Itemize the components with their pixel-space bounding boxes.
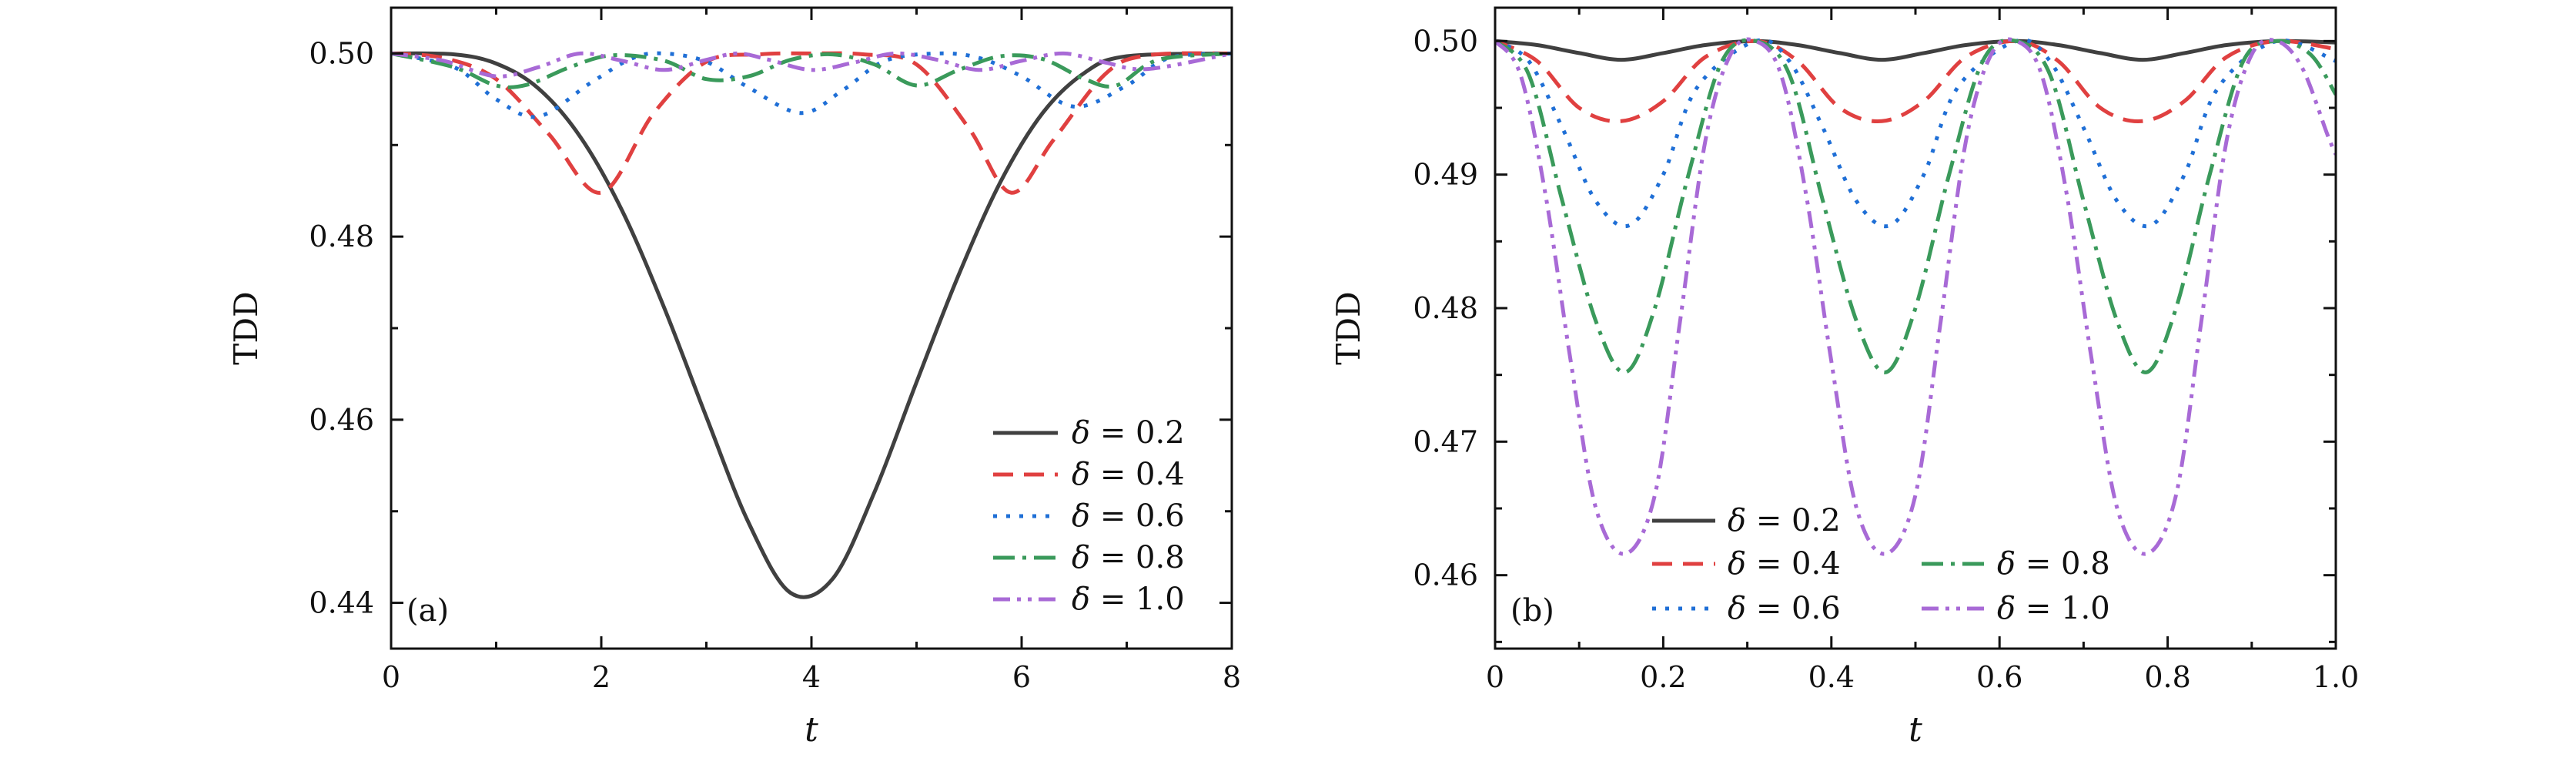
panel-a-legend-item-0: δ = 0.2: [993, 415, 1185, 451]
panel-b-x-tick-label: 0: [1486, 660, 1504, 694]
panel-a: 0 2 4 6 8 0.44 0.46 0.48 0.50 TDD t (a) δ = 0.2 …: [227, 6, 1241, 750]
panel-b-series-line-0: [1495, 39, 2336, 62]
panel-a-legend-label-2: δ = 0.6: [1072, 498, 1185, 534]
panel-b-series-line-4: [1495, 37, 2336, 556]
panel-b-y-axis-label: TDD: [1330, 291, 1367, 364]
panel-a-series-line-1: [391, 51, 1232, 195]
panel-b-legend: δ = 0.2 δ = 0.4 δ = 0.6 δ = 0.8 δ = 1.0: [1652, 503, 2110, 626]
panel-a-legend-item-3: δ = 0.8: [993, 540, 1185, 575]
panel-b-legend-item-1: δ = 0.4: [1652, 546, 1841, 582]
panel-a-legend-label-0: δ = 0.2: [1072, 415, 1185, 451]
panel-a-x-tick-label: 2: [592, 660, 611, 694]
panel-b-legend-item-0: δ = 0.2: [1652, 503, 1841, 538]
panel-a-tick-labels: 0 2 4 6 8 0.44 0.46 0.48 0.50: [309, 36, 1241, 694]
panel-a-series: [391, 51, 1232, 599]
panel-b: 0 0.2 0.4 0.6 0.8 1.0 0.46 0.47 0.48 0.49 0.50 TDD…: [1330, 6, 2359, 750]
panel-b-legend-label-3: δ = 0.8: [1997, 546, 2110, 582]
panel-a-label: (a): [406, 593, 449, 629]
panel-b-series: [1495, 37, 2336, 556]
panel-a-x-tick-label: 4: [802, 660, 821, 694]
panel-a-y-tick-label: 0.50: [309, 36, 374, 70]
panel-a-legend-label-3: δ = 0.8: [1072, 540, 1185, 575]
panel-a-y-tick-label: 0.44: [309, 586, 374, 620]
panel-b-y-tick-label: 0.50: [1413, 24, 1478, 58]
panel-a-series-line-3: [391, 51, 1232, 89]
panel-a-legend-label-1: δ = 0.4: [1072, 457, 1185, 492]
panel-a-legend-item-2: δ = 0.6: [993, 498, 1185, 534]
panel-b-x-tick-label: 0.4: [1808, 660, 1855, 694]
panel-b-ticks: [1494, 8, 2337, 649]
panel-b-legend-item-4: δ = 1.0: [1922, 591, 2110, 626]
panel-b-y-tick-label: 0.49: [1413, 158, 1478, 192]
panel-b-tick-labels: 0 0.2 0.4 0.6 0.8 1.0 0.46 0.47 0.48 0.49 0.50: [1413, 24, 2359, 694]
panel-a-y-axis-label: TDD: [227, 291, 265, 364]
panel-a-y-tick-label: 0.46: [309, 403, 374, 437]
panel-a-x-axis-label: t: [805, 710, 818, 750]
panel-a-legend-label-4: δ = 1.0: [1072, 582, 1185, 617]
panel-a-series-line-4: [391, 51, 1232, 79]
panel-b-y-tick-label: 0.48: [1413, 291, 1478, 325]
panel-b-x-tick-label: 1.0: [2313, 660, 2359, 694]
panel-b-x-tick-label: 0.6: [1976, 660, 2022, 694]
panel-a-series-line-2: [391, 51, 1232, 119]
panel-b-legend-label-0: δ = 0.2: [1728, 503, 1841, 538]
panel-b-label: (b): [1510, 593, 1554, 629]
panel-b-legend-label-1: δ = 0.4: [1728, 546, 1841, 582]
panel-b-x-tick-label: 0.8: [2144, 660, 2190, 694]
panel-a-ticks: [390, 8, 1233, 649]
panel-b-series-line-2: [1495, 38, 2336, 229]
panel-a-legend-item-4: δ = 1.0: [993, 582, 1185, 617]
panel-b-y-tick-label: 0.46: [1413, 558, 1478, 592]
panel-b-x-tick-label: 0.2: [1640, 660, 1686, 694]
panel-b-legend-item-2: δ = 0.6: [1652, 591, 1841, 626]
panel-b-y-tick-label: 0.47: [1413, 424, 1478, 458]
panel-a-y-tick-label: 0.48: [309, 220, 374, 253]
panel-a-x-tick-label: 6: [1012, 660, 1031, 694]
panel-b-legend-label-4: δ = 1.0: [1997, 591, 2110, 626]
panel-b-series-line-1: [1495, 39, 2336, 124]
panel-b-x-axis-label: t: [1909, 710, 1922, 750]
panel-a-legend: δ = 0.2 δ = 0.4 δ = 0.6 δ = 0.8 δ = 1.0: [993, 415, 1185, 617]
panel-b-series-line-3: [1495, 38, 2336, 374]
panel-a-x-tick-label: 0: [382, 660, 400, 694]
panel-b-legend-item-3: δ = 0.8: [1922, 546, 2110, 582]
panel-a-legend-item-1: δ = 0.4: [993, 457, 1185, 492]
panel-a-x-tick-label: 8: [1223, 660, 1241, 694]
panel-b-legend-label-2: δ = 0.6: [1728, 591, 1841, 626]
